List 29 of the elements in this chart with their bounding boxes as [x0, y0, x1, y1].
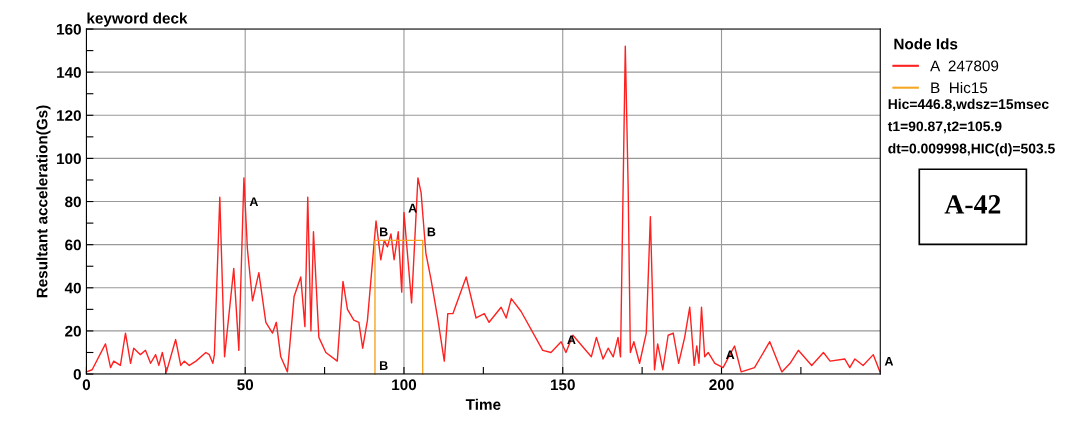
legend-label: B Hic15: [931, 81, 988, 94]
annotation: A: [249, 197, 259, 206]
annotation: A: [884, 356, 894, 366]
legend-label: A 247809: [930, 60, 999, 72]
x-tick-label: 150: [550, 379, 575, 391]
text: dt=0.009998,HIC(d)=503.5: [888, 143, 1055, 157]
text: A-42: [944, 195, 1001, 214]
text: t1=90.87,t2=105.9: [887, 121, 1002, 134]
y-tick-label: 160: [57, 23, 81, 35]
annotation: B: [379, 227, 388, 237]
y-tick-label: 80: [65, 196, 81, 208]
x-tick-label: 50: [237, 379, 254, 391]
y-tick-label: 40: [64, 282, 81, 294]
x-tick-label: 100: [392, 379, 417, 391]
x-tick-label: 200: [709, 379, 734, 391]
y-tick-label: 0: [73, 368, 81, 380]
x-tick-label: 0: [82, 379, 91, 391]
annotation: B: [379, 361, 388, 370]
x-axis-title: Time: [465, 398, 501, 410]
y-tick-label: 120: [57, 110, 81, 121]
y-tick-label: 20: [65, 325, 81, 337]
annotation: B: [427, 227, 436, 237]
y-tick-label: 100: [57, 153, 81, 165]
y-tick-label: 60: [65, 239, 81, 251]
y-axis-title: Resultant acceleration(Gs): [36, 105, 51, 298]
text: Hic=446.8,wdsz=15msec: [888, 98, 1049, 112]
chart-title: keyword deck: [87, 12, 188, 27]
legend-title: Node Ids: [894, 38, 958, 50]
y-tick-label: 140: [57, 67, 81, 78]
